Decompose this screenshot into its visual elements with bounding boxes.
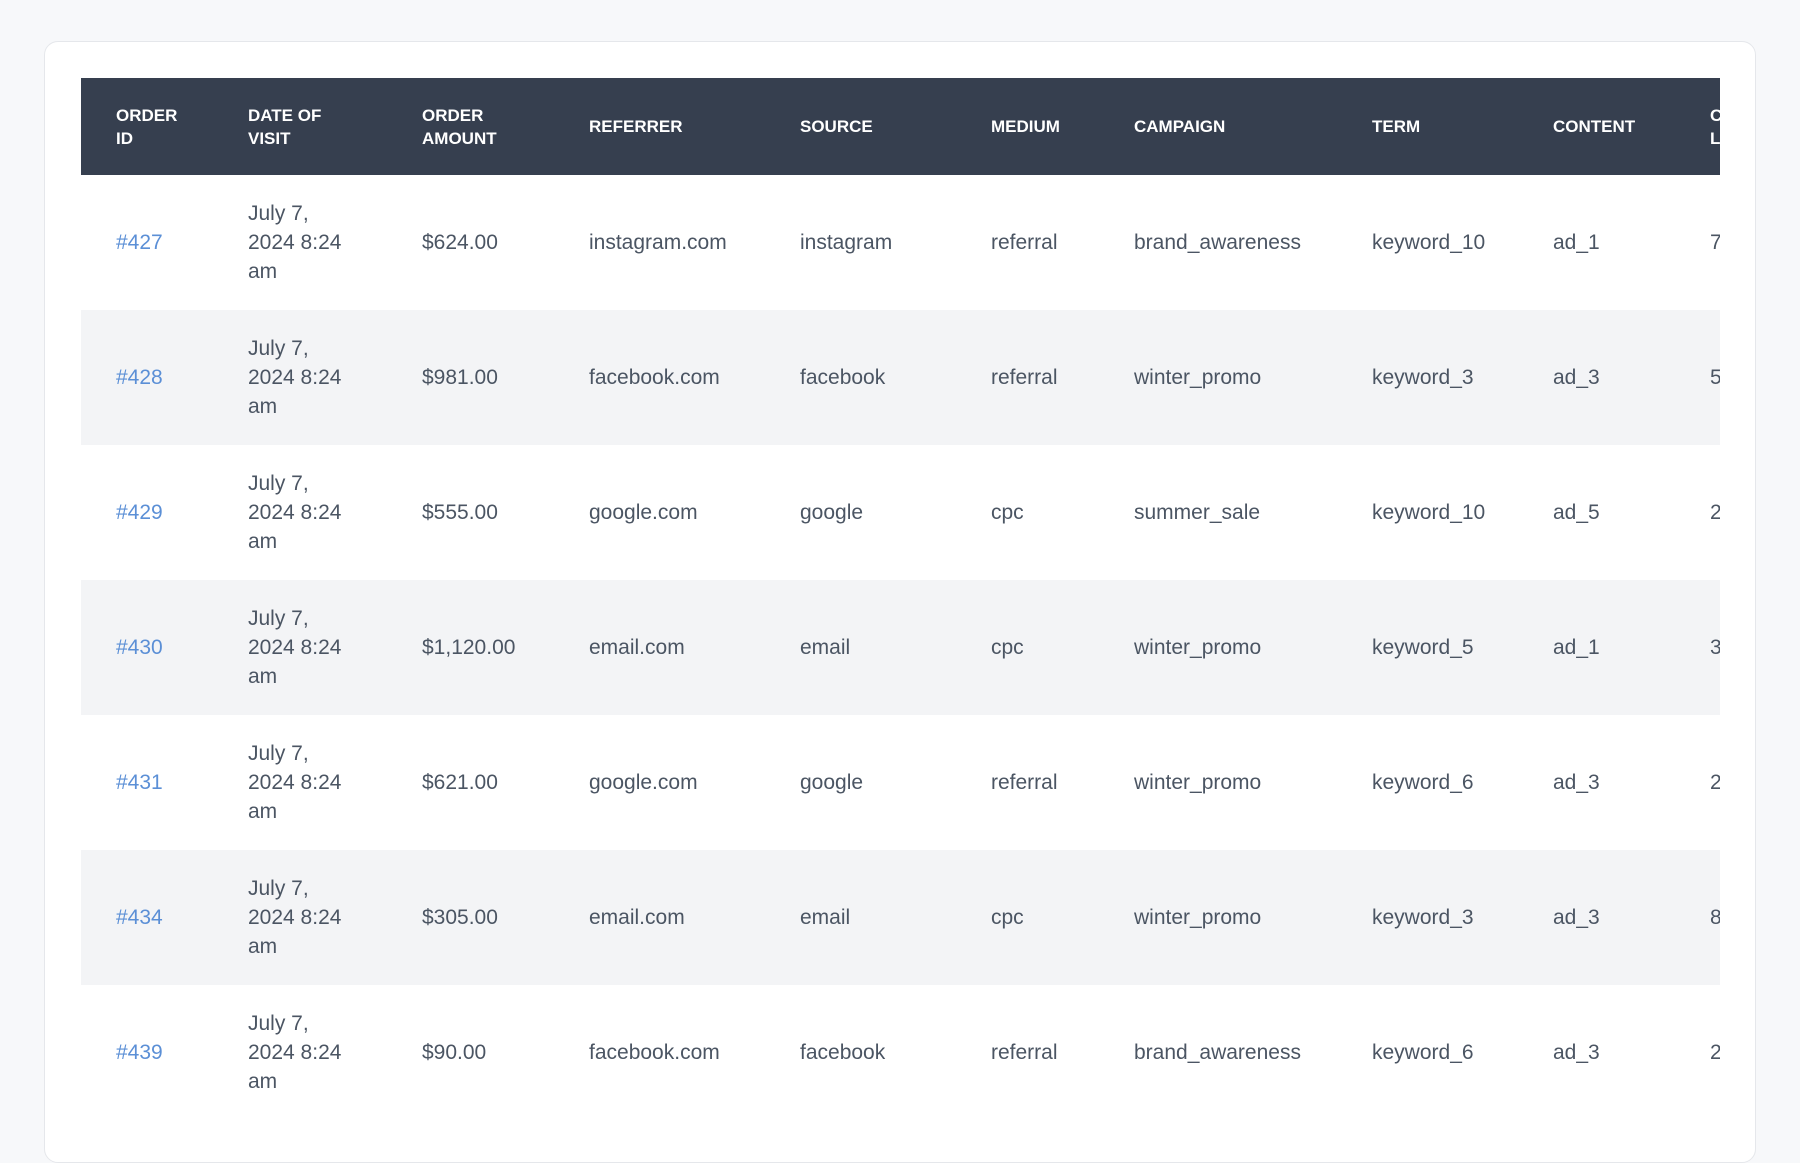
table-cell: keyword_6 [1372,1041,1474,1064]
table-cell: keyword_3 [1337,850,1518,985]
table-cell: google.com [589,771,698,794]
table-row: #427 July 7, 2024 8:24 am $624.00 instagram… [81,175,1720,310]
table-cell: ad_3 [1553,771,1600,794]
table-cell: instagram [800,231,893,254]
table-cell: keyword_6 [1372,771,1474,794]
table-cell: winter_promo [1099,310,1337,445]
table-row: #431 July 7, 2024 8:24 am $621.00 google.co… [81,715,1720,850]
table-body: #427 July 7, 2024 8:24 am $624.00 instagram… [81,175,1720,1120]
column-header[interactable]: ORDER ID [81,78,213,175]
table-cell: 7 [1710,231,1720,254]
table-scroll: ORDER ID DATE OF VISIT ORDER AMOUNT REFERRE… [81,78,1720,1157]
table-cell: keyword_10 [1372,231,1486,254]
table-row: #428 July 7, 2024 8:24 am $981.00 facebook.… [81,310,1720,445]
table-cell: 8 [1675,850,1720,985]
table-cell: 2 [1710,771,1720,794]
table-cell: cpc [956,850,1099,985]
table-cell: $90.00 [422,1041,487,1064]
table-cell: ad_1 [1553,231,1600,254]
table-cell: referral [991,771,1058,794]
table-row: #434 July 7, 2024 8:24 am $305.00 email.com… [81,850,1720,985]
order-link[interactable]: #430 [81,580,213,715]
table-cell: winter_promo [1134,771,1262,794]
table-cell: 2 [1710,1041,1720,1064]
table-cell: google.com [589,501,698,524]
table-cell: $624.00 [422,231,498,254]
table-cell: July 7, 2024 8:24 am [248,472,342,553]
column-header[interactable]: ORDER AMOUNT [387,78,554,175]
column-header[interactable]: CONTENT [1518,78,1675,175]
table-cell: facebook [800,1041,886,1064]
table-cell: winter_promo [1099,850,1337,985]
order-link[interactable]: #434 [81,850,213,985]
table-cell: google [800,771,864,794]
header-row: ORDER ID DATE OF VISIT ORDER AMOUNT REFERRE… [81,78,1720,175]
table-cell: July 7, 2024 8:24 am [213,580,387,715]
table-cell: July 7, 2024 8:24 am [213,850,387,985]
table-cell: brand_awareness [1134,231,1301,254]
column-header[interactable]: REFERRER [554,78,765,175]
order-link[interactable]: #428 [81,310,213,445]
page: {"table": { "headers": ["ORDER\nID", "DA… [44,41,1756,1163]
table-cell: 2 [1710,501,1720,524]
column-header[interactable]: SOURCE [765,78,956,175]
table-cell: $981.00 [387,310,554,445]
table-cell: July 7, 2024 8:24 am [248,742,342,823]
table-cell: ad_3 [1553,1041,1600,1064]
table-cell: ad_5 [1553,501,1600,524]
table-cell: $305.00 [387,850,554,985]
card: ORDER ID DATE OF VISIT ORDER AMOUNT REFERRE… [44,41,1756,1163]
table-cell: referral [956,310,1099,445]
table-cell: 5 [1675,310,1720,445]
table-cell: facebook.com [589,1041,720,1064]
table-cell: email.com [554,580,765,715]
table-cell: cpc [991,501,1024,524]
order-link[interactable]: #431 [116,771,163,794]
table-cell: facebook [765,310,956,445]
table-cell: 3 [1675,580,1720,715]
table-cell: $1,120.00 [387,580,554,715]
order-link[interactable]: #429 [116,501,163,524]
column-header[interactable]: C L [1675,78,1720,175]
table-cell: ad_3 [1518,850,1675,985]
table-cell: email [765,850,956,985]
table-cell: keyword_3 [1337,310,1518,445]
table-cell: keyword_5 [1337,580,1518,715]
table-cell: email [765,580,956,715]
table-cell: July 7, 2024 8:24 am [248,1012,342,1093]
table-cell: instagram.com [589,231,727,254]
order-link[interactable]: #439 [116,1041,163,1064]
order-link[interactable]: #427 [116,231,163,254]
table-row: #439 July 7, 2024 8:24 am $90.00 facebook.c… [81,985,1720,1120]
table-cell: cpc [956,580,1099,715]
table-row: #430 July 7, 2024 8:24 am $1,120.00 email.c… [81,580,1720,715]
table-cell: referral [991,1041,1058,1064]
table-cell: July 7, 2024 8:24 am [248,202,342,283]
column-header[interactable]: DATE OF VISIT [213,78,387,175]
column-header[interactable]: CAMPAIGN [1099,78,1337,175]
table-cell: summer_sale [1134,501,1261,524]
orders-table: ORDER ID DATE OF VISIT ORDER AMOUNT REFERRE… [81,78,1720,1120]
table-cell: winter_promo [1099,580,1337,715]
table-cell: keyword_10 [1372,501,1486,524]
table-cell: facebook.com [554,310,765,445]
table-cell: July 7, 2024 8:24 am [213,310,387,445]
table-cell: google [800,501,864,524]
column-header[interactable]: TERM [1337,78,1518,175]
column-header[interactable]: MEDIUM [956,78,1099,175]
table-cell: ad_1 [1518,580,1675,715]
table-cell: $621.00 [422,771,498,794]
table-row: #429 July 7, 2024 8:24 am $555.00 google.co… [81,445,1720,580]
table-cell: referral [991,231,1058,254]
table-cell: $555.00 [422,501,498,524]
table-cell: email.com [554,850,765,985]
table-cell: brand_awareness [1134,1041,1301,1064]
table-cell: ad_3 [1518,310,1675,445]
